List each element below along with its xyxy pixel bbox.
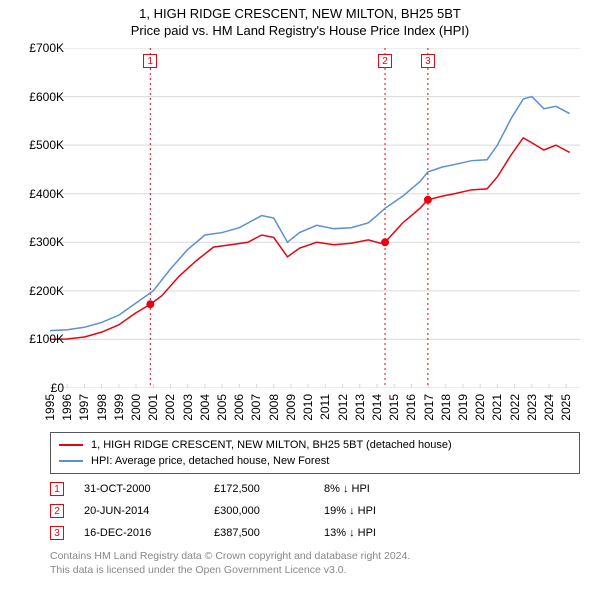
xtick-label: 2015 (387, 394, 401, 421)
page: 1, HIGH RIDGE CRESCENT, NEW MILTON, BH25… (0, 0, 600, 590)
ytick-label: £700K (29, 41, 64, 55)
xtick-label: 2003 (181, 394, 195, 421)
xtick-label: 2010 (301, 394, 315, 421)
event-date: 31-OCT-2000 (84, 483, 214, 495)
xtick-label: 2020 (473, 394, 487, 421)
xtick-label: 2002 (163, 394, 177, 421)
xtick-label: 2025 (559, 394, 573, 421)
events-table: 1 31-OCT-2000£172,5008% ↓ HPI 2 20-JUN-2014… (50, 478, 580, 544)
xtick-label: 2005 (215, 394, 229, 421)
xtick-label: 2014 (370, 394, 384, 421)
xtick-label: 2013 (353, 394, 367, 421)
xtick-label: 2004 (198, 394, 212, 421)
event-diff: 13% ↓ HPI (324, 527, 376, 539)
chart (50, 48, 580, 388)
series-line (50, 97, 570, 331)
xtick-label: 1998 (95, 394, 109, 421)
event-date: 20-JUN-2014 (84, 505, 214, 517)
event-date: 16-DEC-2016 (84, 527, 214, 539)
xtick-label: 2018 (439, 394, 453, 421)
legend: 1, HIGH RIDGE CRESCENT, NEW MILTON, BH25… (50, 432, 580, 474)
event-number-box: 1 (50, 482, 64, 496)
ytick-label: £600K (29, 90, 64, 104)
event-marker: 2 (378, 54, 392, 68)
footer-line2: This data is licensed under the Open Gov… (50, 564, 580, 578)
xtick-label: 2022 (508, 394, 522, 421)
xtick-label: 1999 (112, 394, 126, 421)
xtick-label: 2006 (232, 394, 246, 421)
event-price: £300,000 (214, 505, 324, 517)
event-row: 2 20-JUN-2014£300,00019% ↓ HPI (50, 500, 580, 522)
chart-svg (50, 48, 580, 388)
event-point (424, 196, 432, 204)
ytick-label: £400K (29, 187, 64, 201)
footer: Contains HM Land Registry data © Crown c… (50, 550, 580, 577)
title-main: 1, HIGH RIDGE CRESCENT, NEW MILTON, BH25… (0, 6, 600, 21)
xtick-label: 2008 (267, 394, 281, 421)
ytick-label: £200K (29, 284, 64, 298)
ytick-label: £300K (29, 235, 64, 249)
titles: 1, HIGH RIDGE CRESCENT, NEW MILTON, BH25… (0, 0, 600, 38)
event-price: £172,500 (214, 483, 324, 495)
event-number-box: 2 (50, 504, 64, 518)
legend-label: HPI: Average price, detached house, New … (91, 455, 329, 467)
xtick-label: 2019 (456, 394, 470, 421)
event-point (146, 300, 154, 308)
ytick-label: £100K (29, 332, 64, 346)
xtick-label: 2007 (249, 394, 263, 421)
xtick-label: 2001 (146, 394, 160, 421)
xtick-label: 2021 (490, 394, 504, 421)
event-number-box: 3 (50, 526, 64, 540)
event-diff: 19% ↓ HPI (324, 505, 376, 517)
event-marker: 1 (143, 54, 157, 68)
xtick-label: 2012 (336, 394, 350, 421)
xtick-label: 1996 (60, 394, 74, 421)
xtick-label: 2023 (525, 394, 539, 421)
xtick-label: 2000 (129, 394, 143, 421)
legend-swatch (59, 444, 83, 446)
event-row: 1 31-OCT-2000£172,5008% ↓ HPI (50, 478, 580, 500)
xtick-label: 1997 (77, 394, 91, 421)
ytick-label: £500K (29, 138, 64, 152)
event-row: 3 16-DEC-2016£387,50013% ↓ HPI (50, 522, 580, 544)
xtick-label: 2024 (542, 394, 556, 421)
footer-line1: Contains HM Land Registry data © Crown c… (50, 550, 580, 564)
xtick-label: 2009 (284, 394, 298, 421)
legend-item: HPI: Average price, detached house, New … (59, 453, 571, 469)
event-price: £387,500 (214, 527, 324, 539)
xtick-label: 2011 (318, 394, 332, 420)
legend-item: 1, HIGH RIDGE CRESCENT, NEW MILTON, BH25… (59, 437, 571, 453)
xtick-label: 1995 (43, 394, 57, 421)
xtick-label: 2016 (404, 394, 418, 421)
xtick-label: 2017 (422, 394, 436, 421)
legend-label: 1, HIGH RIDGE CRESCENT, NEW MILTON, BH25… (91, 439, 452, 451)
event-point (381, 238, 389, 246)
title-sub: Price paid vs. HM Land Registry's House … (0, 23, 600, 38)
legend-swatch (59, 460, 83, 462)
event-marker: 3 (421, 54, 435, 68)
event-diff: 8% ↓ HPI (324, 483, 370, 495)
